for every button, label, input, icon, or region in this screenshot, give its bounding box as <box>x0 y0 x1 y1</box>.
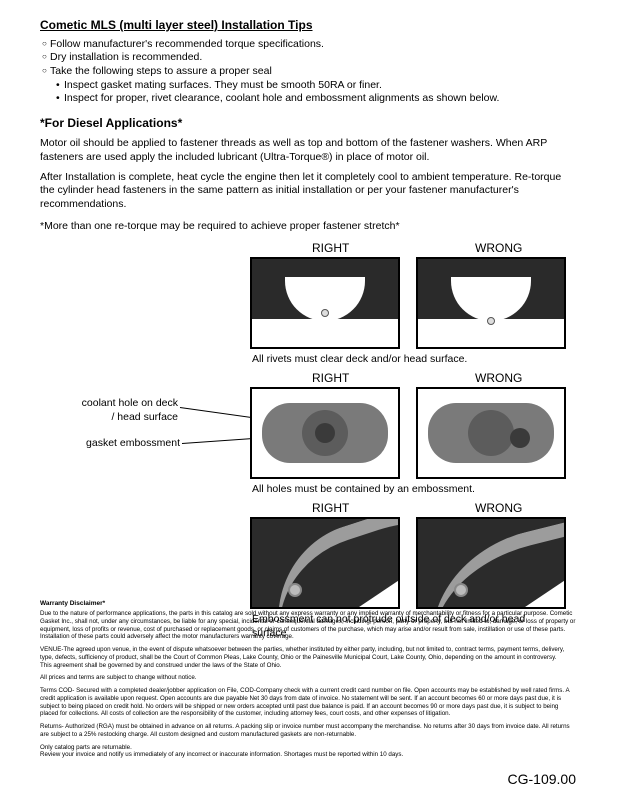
label-wrong: WRONG <box>475 241 522 257</box>
fig-hole-wrong <box>416 387 566 479</box>
bullet-mark: ○ <box>42 65 50 79</box>
footer-para: Terms COD- Secured with a completed deal… <box>40 687 578 718</box>
page-title: Cometic MLS (multi layer steel) Installa… <box>40 18 578 34</box>
label-right: RIGHT <box>312 371 349 387</box>
bullet-mark: ○ <box>42 38 50 52</box>
bullet-mark: • <box>56 79 64 93</box>
sub-bullet-item: •Inspect gasket mating surfaces. They mu… <box>56 79 578 93</box>
label-right: RIGHT <box>312 501 349 517</box>
figure-row-holes: RIGHT WRONG coolant hole on deck / head … <box>40 371 578 501</box>
sub-bullet-item: •Inspect for proper, rivet clearance, co… <box>56 92 578 106</box>
bullet-text: Inspect gasket mating surfaces. They mus… <box>64 79 382 93</box>
footer-para: All prices and terms are subject to chan… <box>40 674 578 682</box>
label-wrong: WRONG <box>475 501 522 517</box>
figure-row-rivets: RIGHT WRONG All rivets must clear deck a… <box>40 241 578 371</box>
fig-hole-right <box>250 387 400 479</box>
diesel-note: *More than one re-torque may be required… <box>40 220 578 234</box>
footer-heading: Warranty Disclaimer* <box>40 600 578 608</box>
caption-rivets: All rivets must clear deck and/or head s… <box>252 353 572 367</box>
fig-rivet-right <box>250 257 400 349</box>
bullet-mark: ○ <box>42 51 50 65</box>
footer-para: Returns- Authorized (RGA) must be obtain… <box>40 723 578 739</box>
figures-area: RIGHT WRONG All rivets must clear deck a… <box>40 241 578 643</box>
bullet-item: ○Dry installation is recommended. <box>42 51 578 65</box>
diesel-para-2: After Installation is complete, heat cyc… <box>40 171 578 212</box>
footer-para: Due to the nature of performance applica… <box>40 610 578 641</box>
fig-emboss-right <box>250 517 400 609</box>
bullet-text: Follow manufacturer's recommended torque… <box>50 38 324 52</box>
footer-disclaimer: Warranty Disclaimer* Due to the nature o… <box>40 600 578 764</box>
fig-rivet-wrong <box>416 257 566 349</box>
bullet-mark: • <box>56 92 64 106</box>
footer-para: VENUE-The agreed upon venue, in the even… <box>40 646 578 669</box>
label-gasket-embossment: gasket embossment <box>60 437 180 451</box>
label-wrong: WRONG <box>475 371 522 387</box>
fig-emboss-wrong <box>416 517 566 609</box>
bullet-list: ○Follow manufacturer's recommended torqu… <box>42 38 578 106</box>
bullet-text: Dry installation is recommended. <box>50 51 202 65</box>
label-right: RIGHT <box>312 241 349 257</box>
bullet-text: Inspect for proper, rivet clearance, coo… <box>64 92 499 106</box>
label-coolant-hole: coolant hole on deck / head surface <box>78 397 178 424</box>
bullet-text: Take the following steps to assure a pro… <box>50 65 272 79</box>
footer-para: Only catalog parts are returnable. Revie… <box>40 744 578 760</box>
diesel-para-1: Motor oil should be applied to fastener … <box>40 137 578 164</box>
bullet-item: ○Take the following steps to assure a pr… <box>42 65 578 79</box>
caption-holes: All holes must be contained by an emboss… <box>252 483 572 497</box>
document-number: CG-109.00 <box>508 770 576 788</box>
bullet-item: ○Follow manufacturer's recommended torqu… <box>42 38 578 52</box>
diesel-heading: *For Diesel Applications* <box>40 116 578 132</box>
